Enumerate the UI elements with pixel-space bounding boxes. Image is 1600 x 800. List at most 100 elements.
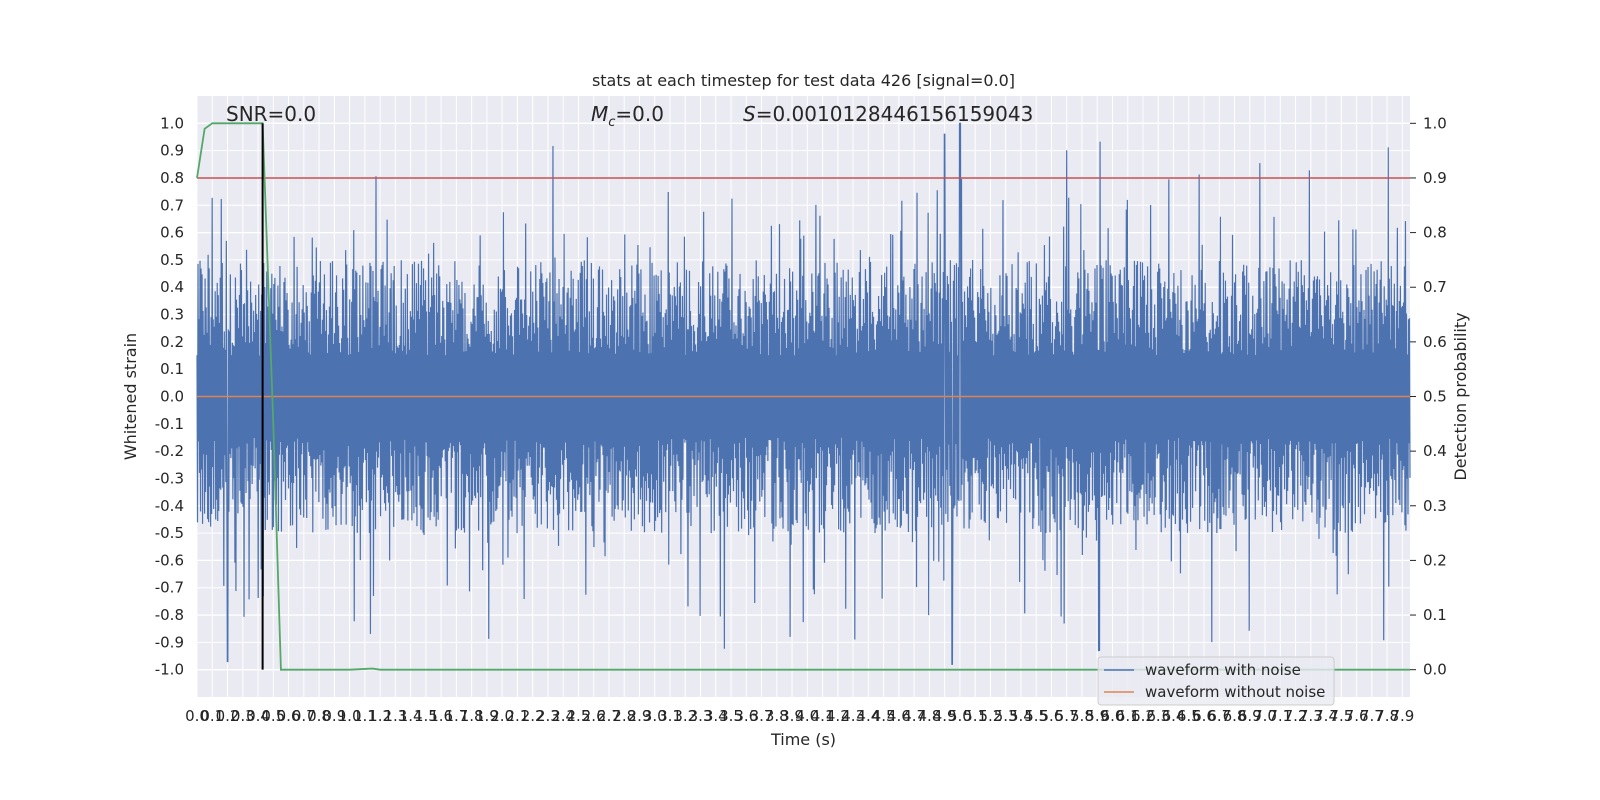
x-tick-label: 1.5 bbox=[414, 707, 438, 725]
x-tick-label: 1.7 bbox=[444, 707, 468, 725]
y-tick-label: 0.5 bbox=[160, 251, 184, 269]
y2-tick-label: 0.3 bbox=[1423, 497, 1447, 515]
x-tick-label: 6.9 bbox=[1238, 707, 1262, 725]
y-tick-label: 0.2 bbox=[160, 333, 184, 351]
x-tick-label: 4.3 bbox=[841, 707, 865, 725]
x-axis-label: Time (s) bbox=[770, 730, 836, 749]
legend-entry-without-noise: waveform without noise bbox=[1145, 683, 1325, 701]
y-tick-label: -0.6 bbox=[155, 551, 184, 569]
x-tick-label: 4.4 bbox=[856, 707, 880, 725]
x-tick-label: 5.9 bbox=[1085, 707, 1109, 725]
y2-tick-label: 1.0 bbox=[1423, 114, 1447, 132]
x-tick-label: 5.6 bbox=[1040, 707, 1064, 725]
x-tick-label: 2.4 bbox=[551, 707, 575, 725]
x-tick-label: 7.1 bbox=[1268, 707, 1292, 725]
legend: waveform with noise waveform without noi… bbox=[1097, 656, 1335, 706]
mc-value: =0.0 bbox=[615, 102, 664, 126]
legend-box bbox=[1097, 656, 1335, 706]
y-tick-label: 0.9 bbox=[160, 142, 184, 160]
x-tick-label: 3.2 bbox=[673, 707, 697, 725]
y-tick-label: 1.0 bbox=[160, 114, 184, 132]
x-tick-label: 3.1 bbox=[658, 707, 682, 725]
x-tick-label: 4.7 bbox=[902, 707, 926, 725]
x-tick-label: 7.3 bbox=[1299, 707, 1323, 725]
y2-tick-label: 0.0 bbox=[1423, 661, 1447, 679]
series-lines bbox=[196, 122, 1410, 671]
x-tick-label: 5.7 bbox=[1055, 707, 1079, 725]
x-tick-label: 5.1 bbox=[963, 707, 987, 725]
x-tick-label: 7.6 bbox=[1345, 707, 1369, 725]
y2-tick-label: 0.4 bbox=[1423, 442, 1447, 460]
x-tick-label: 7.2 bbox=[1284, 707, 1308, 725]
x-tick-label: 4.8 bbox=[917, 707, 941, 725]
x-tick-label: 0.4 bbox=[246, 707, 270, 725]
y-tick-label: -0.7 bbox=[155, 579, 184, 597]
x-tick-label: 7.8 bbox=[1375, 707, 1399, 725]
x-tick-label: 6.6 bbox=[1192, 707, 1216, 725]
x-tick-label: 7.0 bbox=[1253, 707, 1277, 725]
x-tick-label: 2.0 bbox=[490, 707, 514, 725]
x-tick-label: 0.0 bbox=[185, 707, 209, 725]
x-tick-label: 3.3 bbox=[689, 707, 713, 725]
x-tick-label: 2.2 bbox=[521, 707, 545, 725]
x-tick-label: 4.0 bbox=[795, 707, 819, 725]
x-tick-label: 2.6 bbox=[582, 707, 606, 725]
chart-title: stats at each timestep for test data 426… bbox=[592, 71, 1015, 90]
y-tick-label: -0.8 bbox=[155, 606, 184, 624]
x-tick-label: 3.0 bbox=[643, 707, 667, 725]
x-tick-label: 4.1 bbox=[811, 707, 835, 725]
x-tick-label: 3.4 bbox=[704, 707, 728, 725]
x-tick-label: 1.8 bbox=[460, 707, 484, 725]
x-tick-label: 7.4 bbox=[1314, 707, 1338, 725]
x-tick-label: 2.1 bbox=[505, 707, 529, 725]
x-tick-label: 4.9 bbox=[933, 707, 957, 725]
x-tick-label: 4.5 bbox=[872, 707, 896, 725]
x-tick-label: 7.9 bbox=[1390, 707, 1414, 725]
x-tick-label: 3.6 bbox=[734, 707, 758, 725]
x-tick-label: 1.2 bbox=[368, 707, 392, 725]
noise-waveform bbox=[196, 122, 1411, 665]
y-tick-label: -0.5 bbox=[155, 524, 184, 542]
x-tick-label: 6.4 bbox=[1162, 707, 1186, 725]
y-tick-label: -0.9 bbox=[155, 633, 184, 651]
x-tick-label: 3.8 bbox=[765, 707, 789, 725]
x-tick-label: 5.5 bbox=[1024, 707, 1048, 725]
series-with-noise bbox=[196, 122, 1411, 665]
x-tick-label: 3.9 bbox=[780, 707, 804, 725]
y-tick-label: 0.4 bbox=[160, 278, 184, 296]
x-tick-label: 2.9 bbox=[628, 707, 652, 725]
s-value: =0.0010128446156159043 bbox=[756, 102, 1034, 126]
x-tick-label: 3.5 bbox=[719, 707, 743, 725]
x-tick-label: 6.3 bbox=[1146, 707, 1170, 725]
y2-tick-label: 0.6 bbox=[1423, 333, 1447, 351]
detection-probability-line bbox=[196, 122, 1410, 671]
y-tick-label: -1.0 bbox=[155, 661, 184, 679]
y-tick-label: 0.3 bbox=[160, 306, 184, 324]
x-tick-label: 2.8 bbox=[612, 707, 636, 725]
x-tick-label: 0.3 bbox=[231, 707, 255, 725]
x-tick-label: 6.0 bbox=[1101, 707, 1125, 725]
x-tick-label: 6.1 bbox=[1116, 707, 1140, 725]
legend-entry-with-noise: waveform with noise bbox=[1145, 661, 1301, 679]
x-tick-label: 0.8 bbox=[307, 707, 331, 725]
y2-tick-label: 0.2 bbox=[1423, 551, 1447, 569]
mc-annotation: Mc=0.0 bbox=[591, 102, 664, 130]
y-tick-label: -0.1 bbox=[155, 415, 184, 433]
x-tick-label: 2.3 bbox=[536, 707, 560, 725]
x-tick-label: 1.3 bbox=[383, 707, 407, 725]
x-tick-label: 4.6 bbox=[887, 707, 911, 725]
x-tick-label: 0.9 bbox=[322, 707, 346, 725]
x-tick-label: 6.8 bbox=[1223, 707, 1247, 725]
x-tick-label: 0.7 bbox=[292, 707, 316, 725]
y-tick-label: 0.7 bbox=[160, 196, 184, 214]
x-tick-label: 5.2 bbox=[978, 707, 1002, 725]
x-tick-label: 6.7 bbox=[1207, 707, 1231, 725]
x-tick-label: 6.2 bbox=[1131, 707, 1155, 725]
y-tick-label: 0.8 bbox=[160, 169, 184, 187]
x-tick-label: 5.0 bbox=[948, 707, 972, 725]
s-symbol: S bbox=[743, 102, 756, 126]
x-tick-label: 2.7 bbox=[597, 707, 621, 725]
x-tick-label: 0.5 bbox=[261, 707, 285, 725]
x-tick-label: 1.0 bbox=[338, 707, 362, 725]
